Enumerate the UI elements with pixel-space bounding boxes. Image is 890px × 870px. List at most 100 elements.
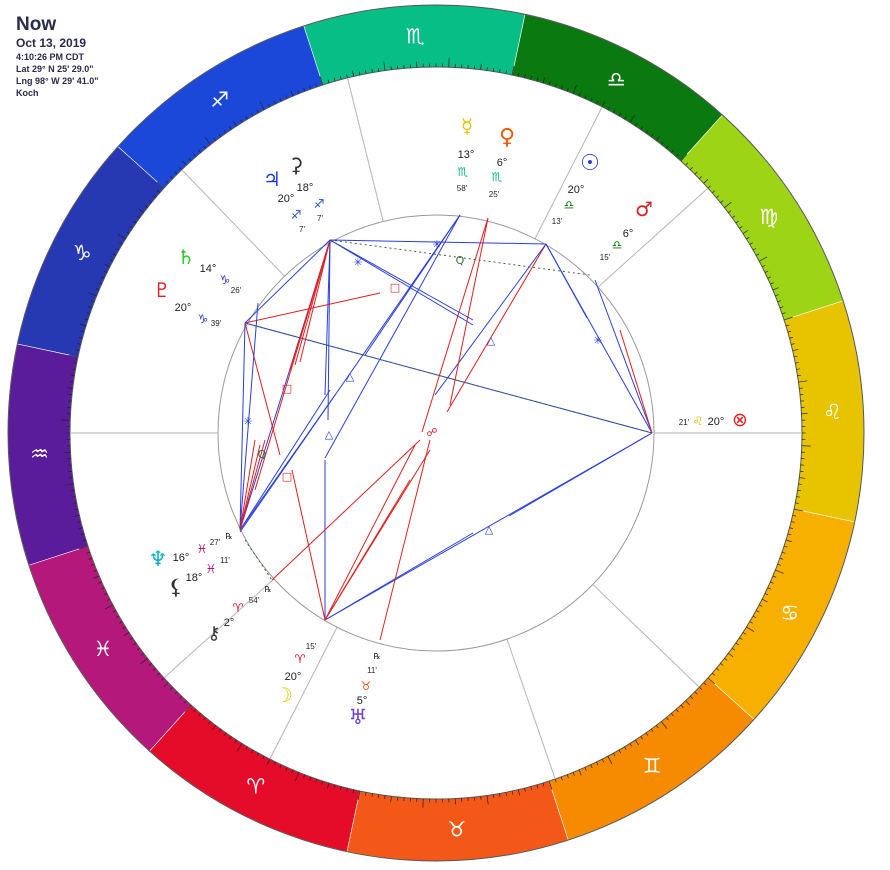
- mars-sign-icon: ♎: [612, 238, 623, 252]
- zodiac-glyph-aquarius: ♒: [30, 442, 49, 466]
- chart-latitude: Lat 29° N 25' 29.0": [16, 64, 94, 74]
- chiron-degree: 2°: [224, 617, 235, 629]
- mercury-icon: ☿: [461, 114, 473, 138]
- mars-minutes: 15': [600, 253, 611, 262]
- pluto-icon: ♇: [153, 278, 171, 302]
- neptune-minutes: 27': [210, 538, 221, 547]
- aspect-line: [324, 239, 331, 396]
- moon-degree: 20°: [285, 671, 302, 683]
- aspect-line: [239, 302, 259, 531]
- aspect-line: [329, 239, 474, 326]
- aspect-line: [244, 322, 281, 456]
- ascendant-sign-icon: ♌: [693, 414, 704, 428]
- aspect-line: [299, 239, 331, 363]
- zodiac-glyph-libra: ♎: [607, 67, 626, 91]
- ceres-icon: ⚳: [289, 153, 304, 177]
- aspect-line: [446, 243, 547, 413]
- aspect-line: [324, 444, 416, 621]
- mars-degree: 6°: [623, 228, 634, 240]
- venus-sign-icon: ♏: [492, 170, 503, 184]
- sun-sign-icon: ♎: [564, 198, 575, 212]
- aspect-line: [545, 243, 588, 319]
- degree-ticks: [61, 58, 811, 808]
- pluto-minutes: 39': [211, 319, 222, 328]
- aspect-symbol: □: [282, 470, 292, 483]
- part-of-fortune-icon[interactable]: ⊗: [732, 409, 748, 431]
- chart-longitude: Lng 98° W 29' 41.0": [16, 76, 99, 86]
- planet-lilith[interactable]: ⚸ 18°♓11': [168, 556, 230, 599]
- aspect-line: [594, 279, 653, 434]
- ascendant-degree: 20°: [708, 416, 725, 428]
- aspect-line: [239, 444, 261, 531]
- uranus-retrograde-icon: ℞: [373, 652, 380, 661]
- zodiac-glyph-capricorn: ♑: [73, 241, 92, 265]
- venus-degree: 6°: [497, 157, 508, 169]
- lilith-degree: 18°: [186, 572, 203, 584]
- planet-sun[interactable]: ☉ 20° ♎13': [552, 151, 600, 226]
- planet-chiron[interactable]: ⚷ 2° ♈ 54' ℞: [207, 585, 271, 644]
- aspect-line: [239, 322, 246, 531]
- aspect-line: [329, 239, 547, 245]
- aspect-line: [244, 292, 381, 324]
- aspect-line: [244, 239, 331, 324]
- ascendant-minutes: 21': [679, 418, 690, 427]
- aspect-line: [327, 239, 331, 421]
- zodiac-glyph-sagittarius: ♐: [210, 88, 229, 112]
- aspect-line: [508, 432, 653, 517]
- mercury-sign-icon: ♏: [458, 165, 469, 179]
- jupiter-sign-icon: ♐: [291, 208, 302, 222]
- planet-venus[interactable]: ♀ 6°♏ 25': [489, 125, 515, 199]
- aspect-symbol: ✳: [353, 256, 362, 269]
- lilith-minutes: 11': [220, 556, 230, 565]
- aspect-line: [379, 439, 431, 641]
- zodiac-glyph-gemini: ♊: [643, 754, 662, 778]
- zodiac-glyph-scorpio: ♏: [406, 25, 425, 49]
- aspect-line: [324, 479, 411, 621]
- zodiac-glyph-taurus: ♉: [447, 817, 466, 841]
- sun-minutes: 13': [552, 217, 563, 226]
- aspect-symbol: △: [325, 428, 334, 441]
- aspect-line-minor: [244, 322, 653, 434]
- chart-time: 4:10:26 PM CDT: [16, 52, 85, 62]
- planet-mars[interactable]: ♂6°♎15': [600, 197, 653, 262]
- aspect-symbol: □: [282, 382, 292, 395]
- chart-title: Now: [16, 14, 57, 35]
- planet-moon[interactable]: ☽20° ♈15': [275, 642, 317, 707]
- aspect-symbol: △: [485, 523, 494, 536]
- chart-date: Oct 13, 2019: [16, 36, 87, 50]
- chiron-minutes: 54': [249, 596, 260, 605]
- aspect-line: [449, 217, 489, 406]
- pluto-sign-icon: ♑: [198, 312, 209, 326]
- ceres-degree: 18°: [297, 182, 314, 194]
- venus-minutes: 25': [489, 190, 500, 199]
- planet-glyphs: ☉20°♎13'♂6°♎15'♀6°♏25'☿13°♏58'⚳18°♐7'♃20…: [149, 114, 653, 729]
- aspect-line: [619, 329, 653, 434]
- mars-icon: ♂: [635, 197, 653, 221]
- aspect-line: [289, 239, 331, 371]
- aspect-line: [239, 389, 331, 531]
- planet-pluto[interactable]: ♇ 20° ♑ 39': [153, 278, 222, 328]
- uranus-icon: ♅: [349, 705, 368, 729]
- moon-icon: ☽: [275, 683, 293, 707]
- planet-saturn[interactable]: ♄ 14°♑26': [177, 245, 242, 295]
- planet-mercury[interactable]: ☿ 13° ♏ 58': [457, 114, 475, 193]
- planet-jupiter[interactable]: ♃ 20° ♐ 7': [263, 167, 305, 234]
- moon-minutes: 15': [306, 642, 317, 651]
- aspect-line: [294, 239, 331, 366]
- zodiac-ring: ♌ ♍ ♎ ♏ ♐ ♑ ♒ ♓ ♈ ♉ ♊ ♋: [7, 4, 865, 862]
- mercury-minutes: 58': [457, 184, 468, 193]
- planet-ceres[interactable]: ⚳18°♐7': [289, 153, 325, 223]
- house-cusps: [70, 77, 802, 780]
- venus-icon: ♀: [499, 125, 515, 150]
- jupiter-minutes: 7': [299, 225, 305, 234]
- aspect-symbol: △: [487, 334, 496, 347]
- aspect-line: [329, 239, 474, 321]
- planet-uranus[interactable]: ♅5° ♉ 11' ℞: [349, 652, 381, 729]
- aspect-symbol: Q: [258, 448, 267, 461]
- jupiter-degree: 20°: [278, 193, 295, 205]
- planet-neptune[interactable]: ♆ 16° ♓ 27' ℞: [149, 532, 233, 571]
- chiron-icon: ⚷: [207, 623, 220, 644]
- chiron-retrograde-icon: ℞: [264, 585, 271, 594]
- jupiter-icon: ♃: [263, 167, 281, 191]
- sun-degree: 20°: [568, 184, 585, 196]
